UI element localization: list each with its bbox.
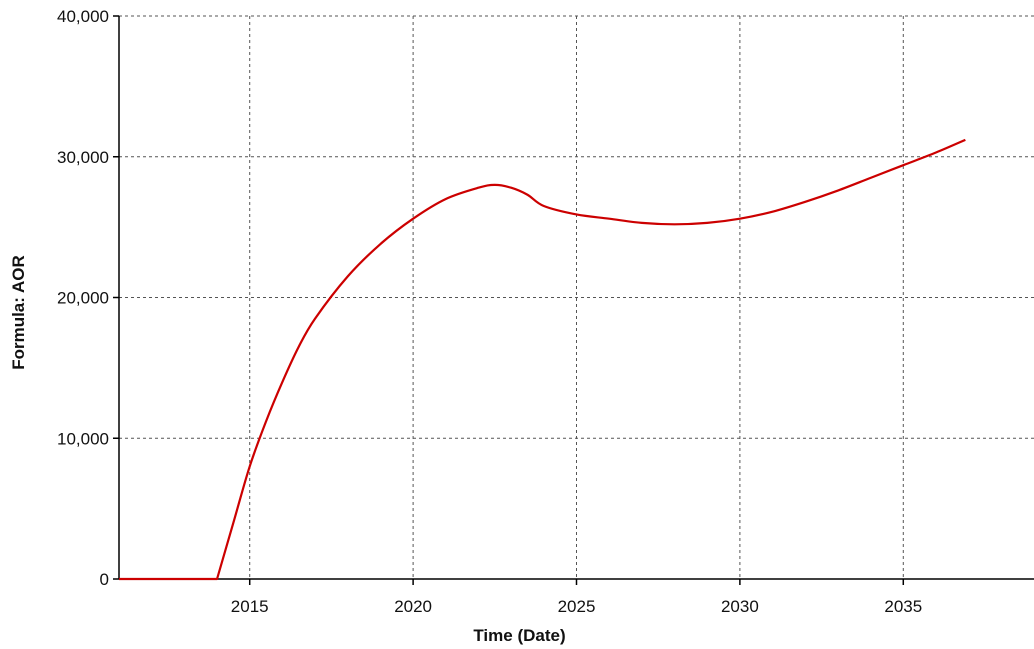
x-tick-label: 2035 <box>884 597 922 616</box>
y-tick-label: 40,000 <box>57 7 109 26</box>
series-line-0 <box>119 138 966 581</box>
x-tick-label: 2015 <box>231 597 269 616</box>
y-tick-label: 30,000 <box>57 148 109 167</box>
grid-lines <box>119 15 1034 579</box>
series <box>119 138 966 581</box>
y-tick-label: 20,000 <box>57 289 109 308</box>
x-tick-label: 2025 <box>558 597 596 616</box>
y-tick-label: 0 <box>100 570 109 589</box>
y-tick-label: 10,000 <box>57 429 109 448</box>
tick-labels: 0 10,000 20,000 30,000 40,000 2015 2020 2025 203… <box>57 7 922 616</box>
x-axis-title: Time (Date) <box>473 626 565 645</box>
y-axis-title: Formula: AOR <box>9 255 28 370</box>
x-tick-label: 2030 <box>721 597 759 616</box>
x-tick-label: 2020 <box>394 597 432 616</box>
